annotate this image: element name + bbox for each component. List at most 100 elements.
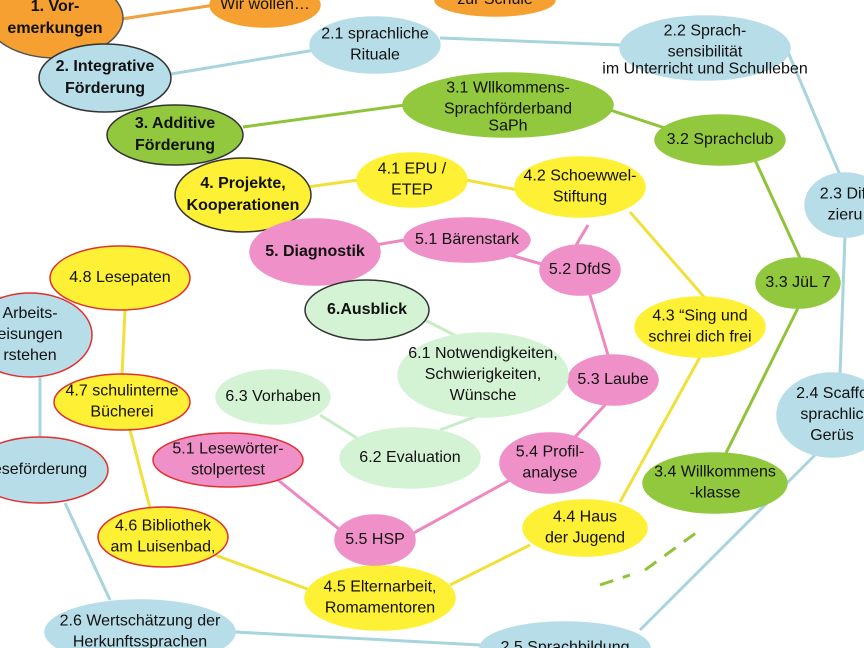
node-label: 2.3 Diff bbox=[820, 186, 864, 203]
node: 6.3 Vorhaben bbox=[215, 369, 331, 425]
node-label: 6.2 Evaluation bbox=[359, 449, 460, 466]
node-shape bbox=[309, 16, 441, 74]
node-label: rstehen bbox=[3, 347, 56, 364]
node: 5.1 Lesewörter-stolpertest bbox=[152, 432, 304, 488]
node-label: sprachlic bbox=[800, 406, 863, 423]
node: 5.2 DfdS bbox=[539, 244, 621, 296]
node-label: stolpertest bbox=[191, 462, 265, 479]
node-shape bbox=[334, 514, 416, 566]
node: 4.2 Schoewwel- Stiftung bbox=[514, 156, 646, 218]
node-label: Herkunftssprachen bbox=[73, 634, 207, 648]
node-label: 5.2 DfdS bbox=[549, 261, 611, 278]
node-label: Förderung bbox=[135, 137, 215, 154]
node: 2.5 Sprachbildung bbox=[479, 621, 651, 648]
node-label: Wünsche bbox=[450, 387, 517, 404]
node-label: 3. Additive bbox=[135, 115, 215, 132]
node-label: 2.4 Scaffo bbox=[796, 385, 864, 402]
node-note: SaPh bbox=[488, 117, 527, 134]
node-label: 2.2 Sprach- bbox=[664, 22, 747, 39]
node-shape bbox=[215, 369, 331, 425]
node: 3.2 Sprachclub bbox=[654, 114, 786, 166]
node: 2.3 Diff zieru bbox=[804, 172, 864, 238]
node-label: Sprachförderband bbox=[444, 100, 572, 117]
node: 6.1 Notwendigkeiten, Schwierigkeiten, Wüns… bbox=[397, 332, 569, 418]
node-label: Arbeits- bbox=[2, 305, 57, 322]
node-label: 4.8 Lesepaten bbox=[69, 269, 170, 286]
node-shape bbox=[49, 245, 191, 311]
node-label: zieru bbox=[828, 207, 863, 224]
node-label: 4. Projekte, bbox=[200, 175, 285, 192]
node-label: Wir wollen… bbox=[220, 0, 310, 13]
node: 4.6 Bibliothek am Luisenbad, bbox=[97, 506, 229, 568]
node-shape bbox=[53, 373, 191, 431]
node-label: Förderung bbox=[65, 80, 145, 97]
node-label: 3.2 Sprachclub bbox=[667, 131, 774, 148]
node: 5.1 Bärenstark bbox=[403, 217, 531, 263]
node: 3.3 JüL 7 bbox=[755, 257, 841, 309]
node-label: Gerüs bbox=[810, 427, 854, 444]
node-label: 3.3 JüL 7 bbox=[765, 274, 830, 291]
node: Arbeits-eisungen rstehen bbox=[0, 292, 93, 378]
node-label: 5.4 Profil- bbox=[516, 444, 584, 461]
node-shape bbox=[619, 15, 791, 81]
node-shape bbox=[642, 452, 788, 514]
node-label: 6.1 Notwendigkeiten, bbox=[408, 345, 557, 362]
node-shape bbox=[654, 114, 786, 166]
node: 4.5 Elternarbeit, Romamentoren bbox=[304, 565, 456, 631]
node-label: eisungen bbox=[0, 326, 62, 343]
node-label: 4.7 schulinterne bbox=[66, 383, 179, 400]
node-shape bbox=[479, 621, 651, 648]
node-label: 4.2 Schoewwel- bbox=[524, 168, 637, 185]
node-shape bbox=[776, 372, 864, 458]
node: 2.4 Scaffo sprachlic Gerüs bbox=[776, 372, 864, 458]
node-label: 4.4 Haus bbox=[553, 509, 617, 526]
node-label: 4.3 “Sing und bbox=[652, 308, 747, 325]
node-shape bbox=[152, 432, 304, 488]
node-label: Bücherei bbox=[90, 404, 153, 421]
node-shape bbox=[44, 599, 236, 648]
node-label: der Jugend bbox=[545, 530, 625, 547]
node: 6.Ausblick bbox=[304, 279, 430, 341]
node: 4.7 schulinterne Bücherei bbox=[53, 373, 191, 431]
node-label: 5.3 Laube bbox=[577, 371, 648, 388]
node-shape bbox=[304, 279, 430, 341]
node-label: 2.1 sprachliche bbox=[321, 26, 429, 43]
node-shape bbox=[434, 0, 556, 17]
node-label: am Luisenbad, bbox=[111, 539, 216, 556]
node-shape bbox=[304, 565, 456, 631]
node-label: -klasse bbox=[690, 485, 741, 502]
node: 5.4 Profil-analyse bbox=[499, 432, 601, 494]
node-label: 5.1 Bärenstark bbox=[415, 231, 520, 248]
node: 2.6 Wertschätzung der Herkunftssprachen bbox=[44, 599, 236, 648]
node-shape bbox=[402, 72, 614, 138]
node-shape bbox=[106, 104, 244, 166]
node-shape bbox=[356, 152, 468, 208]
node: 4.4 Haus der Jugend bbox=[522, 499, 648, 557]
node-label: Kooperationen bbox=[187, 197, 300, 214]
node-label: 4.6 Bibliothek bbox=[115, 518, 212, 535]
node-shape bbox=[174, 157, 312, 233]
node-label: 2.6 Wertschätzung der bbox=[60, 613, 221, 630]
node-label: 6.3 Vorhaben bbox=[225, 388, 320, 405]
node: 4.8 Lesepaten bbox=[49, 245, 191, 311]
node-label: Romamentoren bbox=[325, 600, 435, 617]
node: 6.2 Evaluation bbox=[339, 427, 481, 489]
node-shape bbox=[539, 244, 621, 296]
node-label: Stiftung bbox=[553, 189, 607, 206]
node-shape bbox=[209, 0, 321, 28]
node-label: eseförderung bbox=[0, 461, 87, 478]
node: Wir wollen… bbox=[209, 0, 321, 28]
node-label: 1. Vor- bbox=[31, 0, 80, 15]
node: 1. Vor-emerkungen bbox=[0, 0, 124, 59]
node-label: 2. Integrative bbox=[56, 58, 155, 75]
node-label: emerkungen bbox=[7, 20, 102, 37]
node-shape bbox=[514, 156, 646, 218]
node: zur Schule bbox=[434, 0, 556, 17]
node-label: sensibilität bbox=[668, 43, 743, 60]
node: 3.4 Willkommens -klasse bbox=[642, 452, 788, 514]
node: 4.3 “Sing und schrei dich frei bbox=[634, 296, 766, 358]
node: 2.1 sprachliche Rituale bbox=[309, 16, 441, 74]
